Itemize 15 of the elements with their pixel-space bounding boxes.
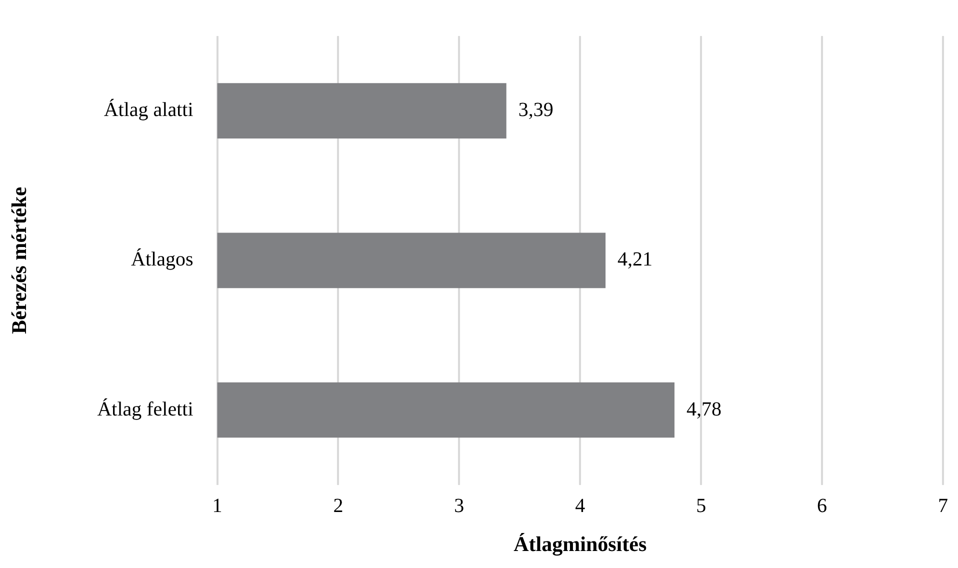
x-tick-label: 2 <box>333 495 344 518</box>
x-axis-title: Átlagminősítés <box>514 532 647 556</box>
y-tick-label: Átlagos <box>131 248 194 271</box>
x-tick-label: 6 <box>817 495 828 518</box>
data-label: 3,39 <box>518 99 554 122</box>
data-label: 4,21 <box>618 248 653 271</box>
x-tick-label: 5 <box>696 495 706 518</box>
y-tick-label: Átlag feletti <box>97 397 194 420</box>
y-tick-label: Átlag alatti <box>104 98 194 122</box>
y-axis-title: Bérezés mértéke <box>7 186 32 334</box>
data-label: 4,78 <box>686 398 722 420</box>
x-tick-label: 3 <box>454 495 464 518</box>
x-tick-label: 1 <box>212 495 222 518</box>
x-tick-label: 4 <box>575 495 586 518</box>
x-tick-label: 7 <box>938 495 948 518</box>
